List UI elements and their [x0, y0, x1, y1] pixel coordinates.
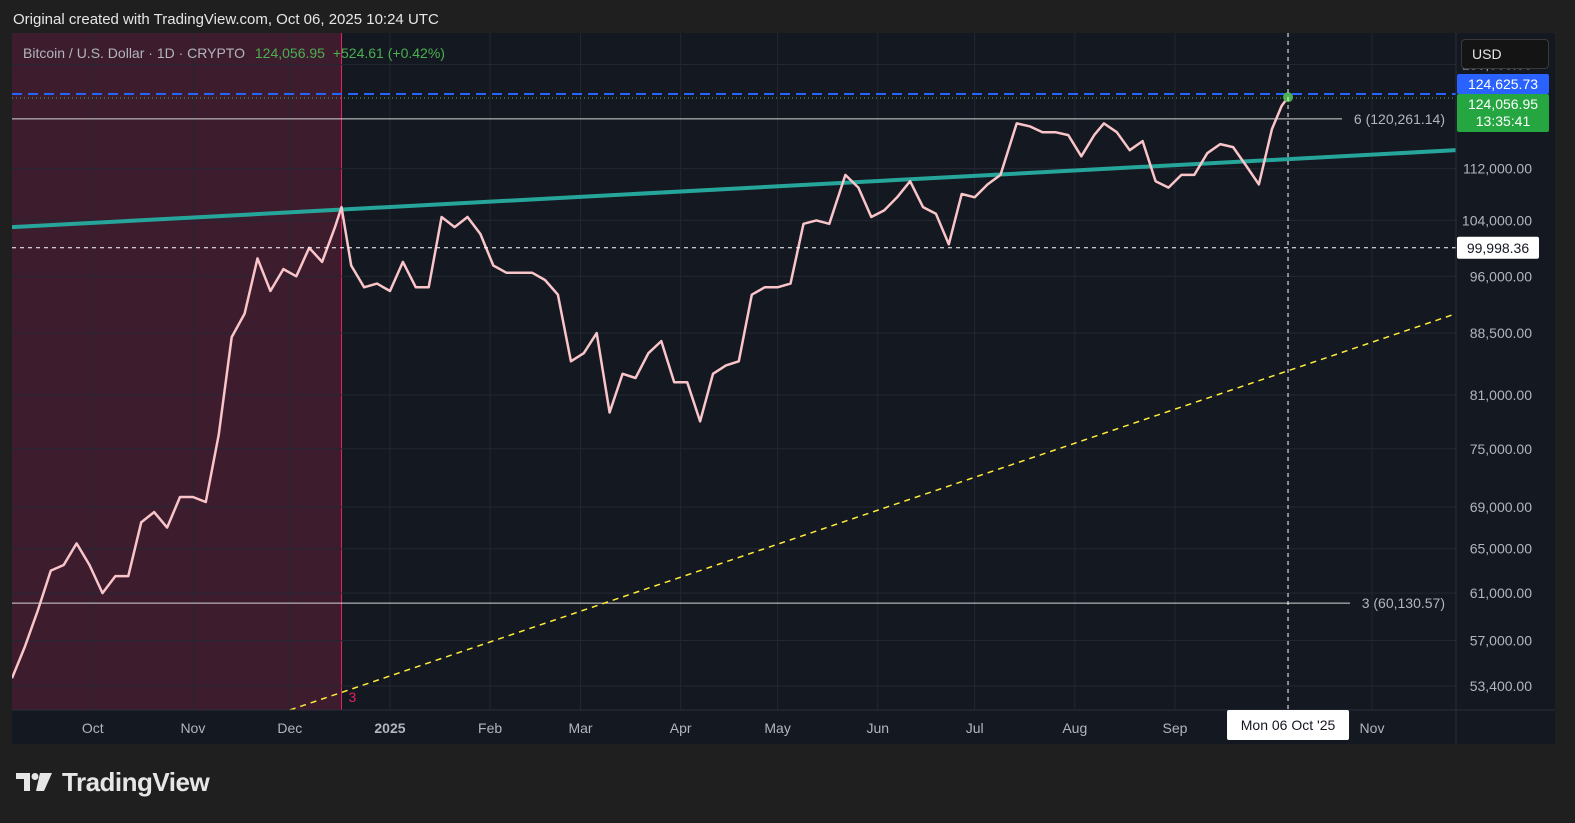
last-price-tag-text: 124,056.95 [1468, 96, 1538, 112]
tradingview-logo-icon [16, 773, 52, 791]
symbol-legend: Bitcoin / U.S. Dollar · 1D · CRYPTO 124,… [23, 45, 445, 61]
legend-price: 124,056.95 [254, 45, 325, 61]
y-tick-label: 96,000.00 [1470, 268, 1532, 284]
high-level-tag-text: 124,625.73 [1468, 76, 1538, 92]
y-tick-label: 61,000.00 [1470, 585, 1532, 601]
high-level-tag [1457, 74, 1549, 95]
x-tick-label: Feb [478, 720, 502, 736]
crosshair-price-tag [1457, 236, 1539, 259]
legend-change: +524.61 (+0.42%) [332, 45, 445, 61]
x-tick-label: 2025 [374, 720, 405, 736]
x-tick-label: Aug [1062, 720, 1087, 736]
y-tick-label: 112,000.00 [1463, 161, 1532, 177]
crosshair-date-tag-text: Mon 06 Oct '25 [1241, 717, 1336, 733]
y-tick-label: 75,000.00 [1470, 441, 1532, 457]
x-tick-label: Jul [966, 720, 984, 736]
y-tick-label: 81,000.00 [1470, 387, 1532, 403]
crosshair-price-tag-text: 99,998.36 [1467, 240, 1529, 256]
support-line[interactable] [289, 312, 1457, 711]
y-tick-label: 69,000.00 [1470, 499, 1532, 515]
x-tick-label: Nov [180, 720, 205, 736]
x-tick-label: Apr [670, 720, 692, 736]
currency-selector[interactable]: USD [1461, 39, 1549, 69]
y-tick-label: 88,500.00 [1470, 325, 1532, 341]
drawing-marker-label: 3 [349, 689, 357, 705]
last-price-tag [1457, 94, 1549, 133]
shaded-region [12, 33, 342, 710]
price-chart[interactable]: 6 (120,261.14)3 (60,130.57) 3 130,000.00… [12, 33, 1555, 744]
tradingview-wordmark: TradingView [62, 766, 210, 797]
x-tick-label: Sep [1162, 720, 1187, 736]
crosshair-date-tag [1227, 710, 1350, 740]
x-tick-label: May [764, 720, 790, 736]
x-tick-label: Jun [866, 720, 889, 736]
x-tick-label: Nov [1360, 720, 1385, 736]
symbol-name: Bitcoin / U.S. Dollar · 1D · CRYPTO [23, 45, 245, 61]
trend-line[interactable] [12, 148, 1457, 230]
y-tick-label: 104,000.00 [1462, 212, 1532, 228]
level-3-label: 3 (60,130.57) [1362, 595, 1445, 611]
countdown-text: 13:35:41 [1476, 113, 1531, 129]
y-tick-label: 65,000.00 [1470, 541, 1532, 557]
x-tick-label: Oct [82, 720, 104, 736]
x-tick-label: Dec [277, 720, 302, 736]
x-tick-label: Mar [568, 720, 592, 736]
price-series-line[interactable] [12, 96, 1290, 679]
attribution-text: Original created with TradingView.com, O… [13, 11, 439, 28]
tradingview-logo[interactable]: TradingView [14, 766, 210, 798]
y-tick-label: 57,000.00 [1470, 632, 1532, 648]
level-6-label: 6 (120,261.14) [1354, 111, 1445, 127]
y-tick-label: 53,400.00 [1470, 678, 1532, 694]
price-axis[interactable] [1456, 33, 1555, 744]
